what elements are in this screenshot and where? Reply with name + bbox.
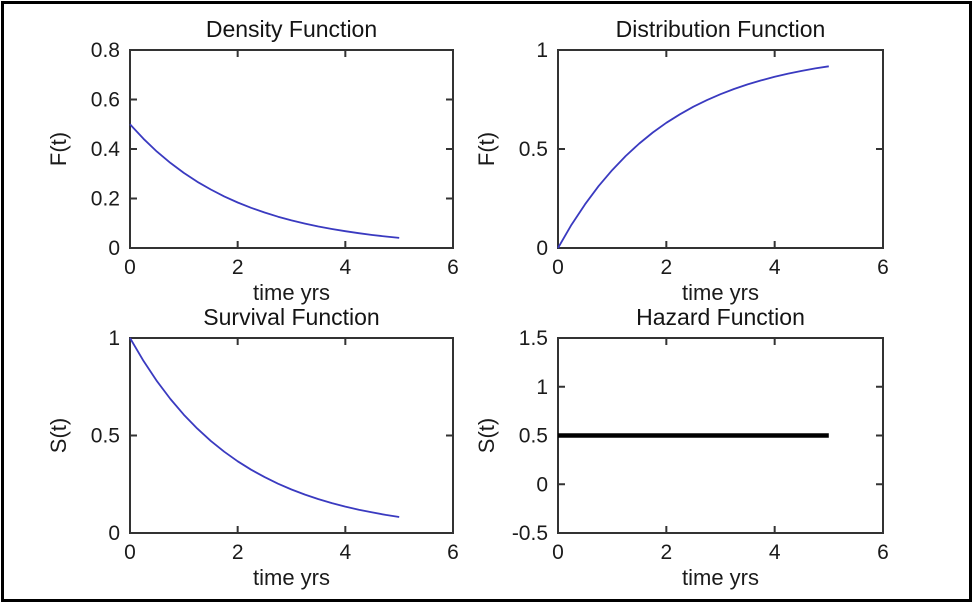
y-tick-label: 0.4 bbox=[91, 138, 121, 161]
x-tick-label: 2 bbox=[660, 256, 672, 279]
x-axis-label: time yrs bbox=[253, 280, 330, 305]
y-tick-label: 1 bbox=[536, 39, 548, 62]
y-tick-label: 1 bbox=[108, 327, 120, 350]
curve-distribution bbox=[557, 65, 829, 249]
x-tick-label: 6 bbox=[447, 541, 459, 564]
y-tick-label: 0 bbox=[536, 237, 548, 260]
y-tick-label: 0 bbox=[536, 473, 548, 496]
subplot-title: Survival Function bbox=[203, 304, 379, 330]
x-tick-label: 0 bbox=[124, 541, 136, 564]
subplot-title: Distribution Function bbox=[616, 16, 826, 42]
x-tick-label: 0 bbox=[552, 256, 564, 279]
x-axis-label: time yrs bbox=[682, 280, 759, 305]
x-tick-label: 4 bbox=[769, 541, 781, 564]
y-tick-label: 0.5 bbox=[519, 138, 548, 161]
y-tick-label: 0.6 bbox=[91, 89, 120, 112]
subplot-distribution: 0 2 4 6 0 0.5 1 Distribution Function time yrs F(… bbox=[474, 16, 889, 305]
curve-density bbox=[129, 123, 400, 239]
y-tick-label: 0.8 bbox=[91, 39, 120, 62]
x-tick-label: 6 bbox=[877, 256, 889, 279]
y-tick-label: 1 bbox=[536, 376, 548, 399]
x-tick-label: 4 bbox=[339, 256, 351, 279]
axis-box bbox=[129, 337, 454, 534]
x-tick-label: 4 bbox=[339, 541, 351, 564]
x-axis-label: time yrs bbox=[682, 565, 759, 590]
y-tick-label: -0.5 bbox=[512, 522, 548, 545]
y-tick-label: 0.2 bbox=[91, 188, 120, 211]
x-tick-label: 6 bbox=[447, 256, 459, 279]
x-tick-label: 0 bbox=[552, 541, 564, 564]
y-axis-label: S(t) bbox=[474, 418, 499, 453]
x-tick-label: 2 bbox=[232, 541, 244, 564]
x-axis-label: time yrs bbox=[253, 565, 330, 590]
axis-box bbox=[129, 49, 454, 249]
x-tick-label: 4 bbox=[769, 256, 781, 279]
y-tick-label: 1.5 bbox=[519, 327, 548, 350]
y-axis-label: F(t) bbox=[46, 132, 71, 166]
subplot-density: 0 2 4 6 0 0.2 0.4 0.6 0.8 Density Function time yr… bbox=[46, 16, 459, 305]
x-tick-label: 2 bbox=[232, 256, 244, 279]
subplot-title: Hazard Function bbox=[636, 304, 805, 330]
y-tick-label: 0 bbox=[108, 522, 120, 545]
subplot-title: Density Function bbox=[206, 16, 377, 42]
subplot-survival: 0 2 4 6 0 0.5 1 Survival Function time yrs S(t) bbox=[46, 304, 459, 590]
y-axis-label: S(t) bbox=[46, 418, 71, 453]
curve-survival bbox=[129, 337, 400, 518]
y-tick-label: 0 bbox=[108, 237, 120, 260]
y-tick-label: 0.5 bbox=[519, 425, 548, 448]
y-tick-label: 0.5 bbox=[91, 425, 120, 448]
y-axis-label: F(t) bbox=[474, 132, 499, 166]
x-tick-label: 2 bbox=[660, 541, 672, 564]
x-tick-label: 0 bbox=[124, 256, 136, 279]
x-tick-label: 6 bbox=[877, 541, 889, 564]
axis-box bbox=[557, 49, 884, 249]
